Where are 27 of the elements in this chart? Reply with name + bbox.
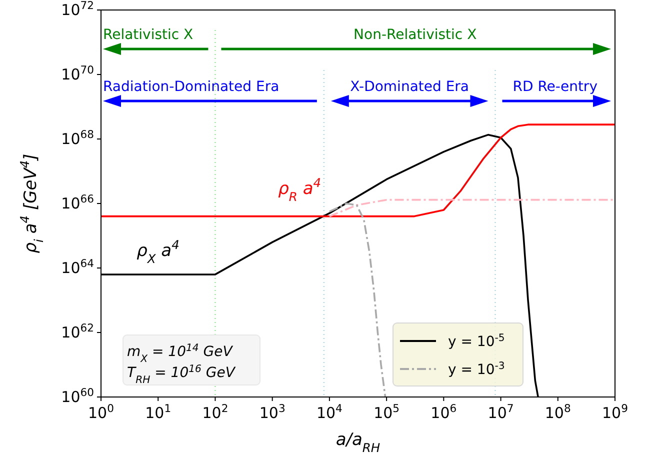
y-tick-label: 10$^{64}$ [61, 256, 94, 277]
x-tick-label: 10$^{1}$ [145, 402, 172, 422]
annotation: Non-Relativistic X [354, 27, 478, 43]
x-tick-label: 10$^{2}$ [202, 402, 228, 422]
annotation: Relativistic X [103, 27, 194, 43]
annotation: ρ$_{X}$ a$^{4}$ [136, 238, 180, 266]
x-tick-label: 10$^{5}$ [374, 402, 400, 422]
legend-label: y = 10$^{-3}$ [448, 360, 505, 378]
x-tick-label: 10$^{9}$ [602, 402, 628, 422]
x-axis-title: a/a$_{RH}$ [336, 430, 380, 455]
annotation: m$_{X}$ = 10$^{14}$ GeV [127, 342, 234, 364]
legend-label: y = 10$^{-5}$ [448, 332, 505, 350]
x-tick-label: 10$^{4}$ [316, 402, 343, 422]
annotation: T$_{RH}$ = 10$^{16}$ GeV [127, 364, 236, 386]
y-tick-label: 10$^{66}$ [61, 192, 94, 212]
x-tick-label: 10$^{6}$ [430, 402, 457, 422]
y-tick-label: 10$^{72}$ [61, 0, 94, 19]
y-tick-label: 10$^{70}$ [61, 63, 94, 84]
x-tick-label: 10$^{8}$ [544, 402, 571, 422]
annotation: X-Dominated Era [350, 79, 470, 95]
y-tick-label: 10$^{62}$ [61, 321, 94, 342]
x-tick-label: 10$^{3}$ [259, 402, 286, 422]
x-tick-label: 10$^{7}$ [488, 402, 514, 422]
y-tick-label: 10$^{68}$ [61, 128, 94, 148]
annotation: Radiation-Dominated Era [103, 79, 280, 95]
annotation: RD Re-entry [512, 79, 598, 95]
series-label: ρ$_{R}$ a$^{4}$ [278, 176, 322, 204]
